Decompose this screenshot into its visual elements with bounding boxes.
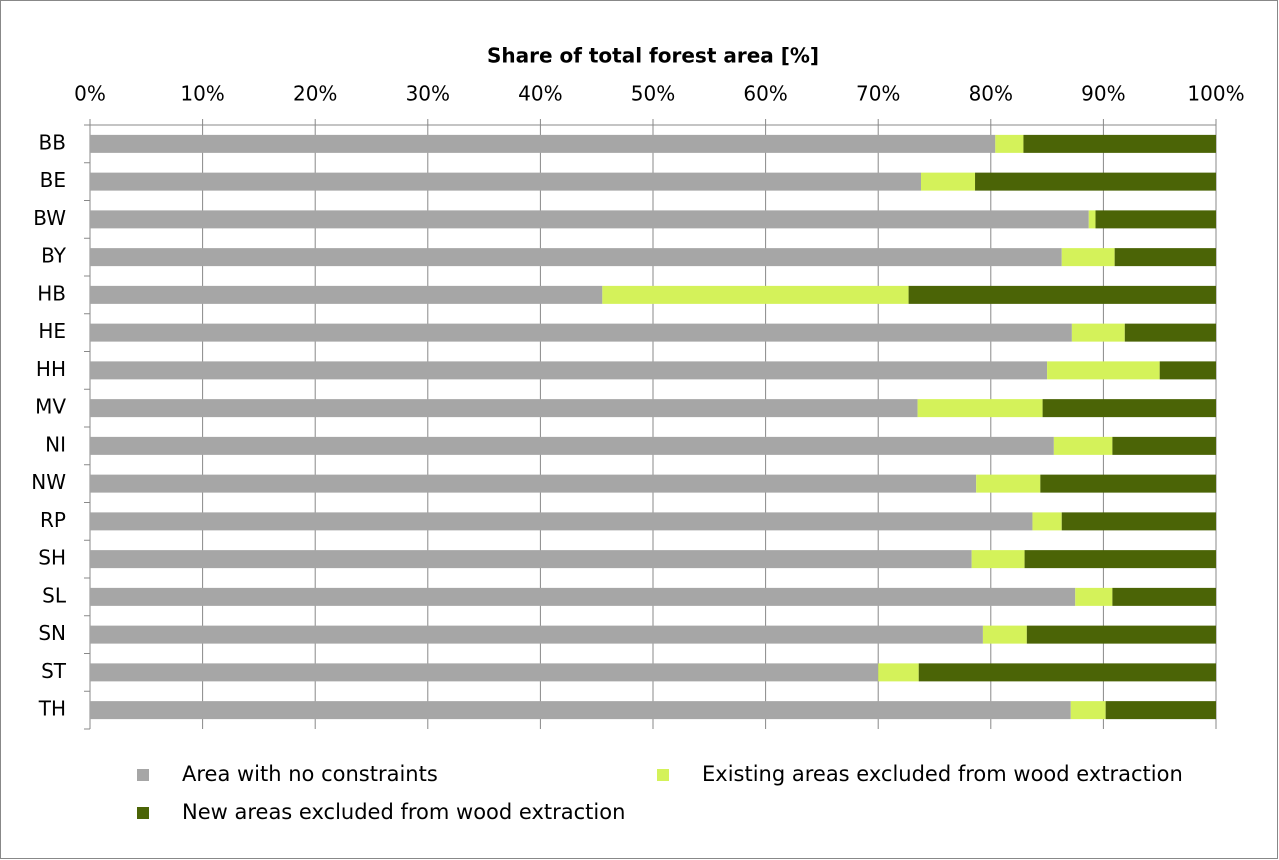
bar-segment (90, 474, 977, 493)
bar-segment (90, 550, 972, 569)
legend-swatch (137, 807, 149, 819)
y-tick-label: TH (38, 697, 66, 721)
bar-segment (1053, 436, 1113, 455)
legend-label: Existing areas excluded from wood extrac… (702, 762, 1183, 786)
legend-label: Area with no constraints (182, 762, 438, 786)
y-tick-label: SL (42, 583, 67, 607)
y-tick-label: NI (45, 432, 66, 456)
bar-segment (90, 210, 1089, 229)
bar-segment (1047, 361, 1160, 380)
bar-segment (90, 625, 983, 644)
y-tick-label: RP (40, 508, 66, 532)
y-tick-label: SN (38, 621, 66, 645)
bar-segment (975, 172, 1216, 191)
chart-title: Share of total forest area [%] (487, 44, 819, 68)
y-tick-label: MV (35, 395, 66, 419)
bar-segment (1124, 323, 1216, 342)
bar-segment (1061, 512, 1216, 531)
x-tick-label: 0% (74, 82, 106, 106)
bar-segment (1112, 436, 1216, 455)
x-tick-label: 20% (293, 82, 337, 106)
y-tick-label: SH (38, 546, 66, 570)
bar-segment (90, 399, 918, 418)
bar-segment (1112, 587, 1216, 606)
bar-segment (602, 285, 909, 304)
bar-segment (995, 134, 1024, 153)
legend-swatch (657, 769, 669, 781)
bar-segment (90, 172, 921, 191)
bar-segment (90, 587, 1076, 606)
y-tick-label: HH (36, 357, 66, 381)
x-tick-label: 90% (1081, 82, 1125, 106)
x-tick-label: 30% (406, 82, 450, 106)
x-tick-label: 10% (180, 82, 224, 106)
bar-segment (90, 248, 1062, 267)
bar-segment (1114, 248, 1216, 267)
bar-segment (908, 285, 1216, 304)
bar-segment (90, 512, 1033, 531)
x-tick-label: 80% (969, 82, 1013, 106)
bar-segment (1040, 474, 1216, 493)
bar-segment (1023, 134, 1216, 153)
bar-segment (1095, 210, 1216, 229)
x-tick-label: 50% (631, 82, 675, 106)
bar-segment (1042, 399, 1216, 418)
x-tick-label: 70% (856, 82, 900, 106)
bar-segment (976, 474, 1041, 493)
bar-segment (878, 663, 919, 682)
bar-segment (90, 361, 1048, 380)
bar-segment (90, 701, 1071, 720)
x-tick-label: 40% (518, 82, 562, 106)
y-tick-label: BW (33, 206, 66, 230)
bar-segment (90, 663, 879, 682)
y-tick-label: HE (38, 319, 66, 343)
bar-segment (90, 323, 1072, 342)
bar-segment (90, 134, 996, 153)
bar-segment (918, 663, 1216, 682)
bar-segment (1032, 512, 1062, 531)
bar-segment (1075, 587, 1113, 606)
legend-swatch (137, 769, 149, 781)
bar-segment (1088, 210, 1096, 229)
bar-segment (1159, 361, 1216, 380)
bar-segment (1071, 323, 1125, 342)
legend-label: New areas excluded from wood extraction (182, 800, 625, 824)
bar-segment (1024, 550, 1216, 569)
bar-segment (90, 436, 1054, 455)
x-tick-label: 60% (743, 82, 787, 106)
x-tick-label: 100% (1187, 82, 1244, 106)
bar-segment (90, 285, 603, 304)
bar-segment (1070, 701, 1106, 720)
bar-segment (1061, 248, 1115, 267)
y-tick-label: BE (40, 168, 66, 192)
y-tick-label: NW (31, 470, 66, 494)
bar-segment (1105, 701, 1216, 720)
bar-segment (920, 172, 976, 191)
bar-segment (917, 399, 1043, 418)
y-tick-label: ST (41, 659, 67, 683)
bar-segment (1026, 625, 1216, 644)
y-tick-label: HB (37, 281, 66, 305)
bar-segment (982, 625, 1027, 644)
y-tick-label: BY (41, 244, 67, 268)
y-tick-label: BB (39, 130, 66, 154)
bar-segment (971, 550, 1025, 569)
